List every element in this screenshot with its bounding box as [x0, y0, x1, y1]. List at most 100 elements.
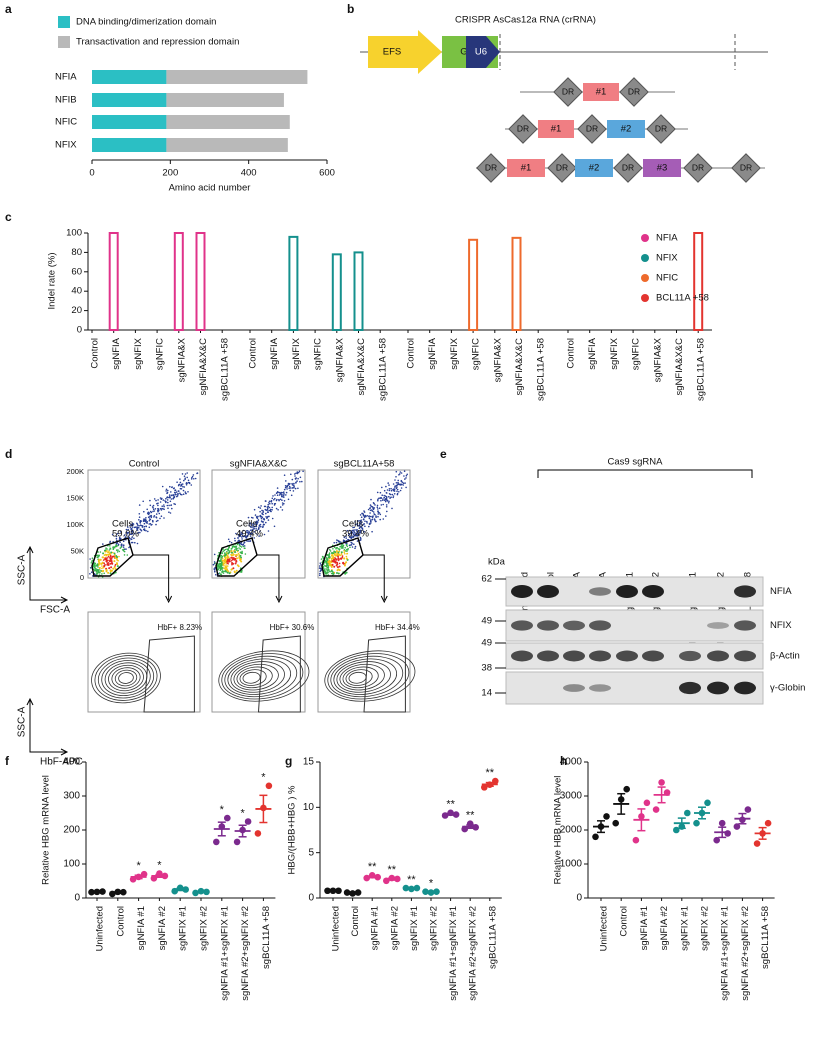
contour [91, 652, 161, 704]
event-dot [153, 510, 156, 512]
event-dot [279, 498, 282, 501]
event-dot [283, 500, 286, 502]
event-dot [225, 553, 227, 556]
event-dot [399, 489, 402, 492]
event-dot [318, 565, 321, 567]
event-dot [297, 477, 299, 480]
event-dot [104, 558, 107, 561]
event-dot [257, 515, 259, 518]
data-point [363, 874, 371, 882]
event-dot [360, 516, 363, 518]
event-dot [331, 560, 334, 563]
event-dot [377, 513, 380, 515]
event-dot [362, 514, 365, 516]
event-dot [340, 551, 343, 554]
contour [242, 671, 261, 684]
event-dot [249, 535, 252, 537]
event-dot [266, 517, 268, 519]
event-dot [235, 532, 237, 535]
x-tick-label: 200 [162, 168, 178, 179]
band [616, 585, 638, 598]
event-dot [110, 560, 113, 562]
event-dot [232, 545, 235, 547]
event-dot [335, 558, 338, 561]
event-dot [169, 496, 171, 499]
y-tick-label: 0 [74, 893, 80, 904]
legend-marker [641, 294, 649, 302]
event-dot [269, 508, 272, 511]
event-dot [170, 491, 172, 493]
event-dot [152, 520, 154, 522]
event-dot [235, 549, 238, 551]
band [589, 684, 611, 692]
event-dot [345, 561, 348, 564]
event-dot [380, 504, 383, 506]
event-dot [241, 533, 244, 535]
event-dot [264, 508, 267, 511]
data-point [698, 809, 706, 817]
event-dot [122, 548, 125, 551]
event-dot [281, 509, 284, 511]
event-dot [286, 485, 289, 487]
event-dot [232, 550, 235, 552]
event-dot [96, 572, 99, 575]
event-dot [299, 480, 301, 483]
contour [101, 660, 151, 696]
event-dot [338, 562, 341, 565]
event-dot [247, 516, 250, 519]
data-point [109, 890, 116, 898]
y-tick-label: 2000 [560, 825, 583, 836]
event-dot [103, 572, 105, 575]
event-dot [351, 546, 354, 548]
band [642, 650, 664, 662]
bar [331, 253, 342, 331]
event-dot [96, 568, 99, 571]
y-axis-label: HBG/(HBB+HBG ) % [287, 785, 298, 874]
event-dot [400, 479, 403, 482]
event-dot [257, 528, 260, 530]
event-dot [101, 567, 103, 570]
event-dot [363, 530, 366, 533]
event-dot [109, 555, 112, 558]
data-point [140, 870, 148, 878]
spacer-box [538, 120, 574, 138]
event-dot [388, 488, 391, 490]
event-dot [265, 521, 267, 524]
event-dot [238, 530, 241, 533]
event-dot [339, 545, 341, 548]
event-dot [224, 565, 227, 568]
event-dot [395, 476, 397, 478]
event-dot [382, 499, 384, 502]
contour [345, 669, 373, 686]
event-dot [130, 538, 133, 540]
event-dot [223, 565, 225, 567]
event-dot [170, 498, 173, 500]
event-dot [281, 499, 283, 502]
event-dot [235, 547, 237, 550]
event-dot [94, 569, 96, 572]
event-dot [174, 489, 176, 492]
data-point [663, 789, 671, 796]
event-dot [113, 552, 116, 555]
event-dot [325, 562, 328, 565]
event-dot [165, 498, 167, 500]
event-dot [116, 549, 118, 551]
event-dot [129, 533, 132, 535]
event-dot [328, 553, 331, 556]
event-dot [182, 493, 185, 496]
event-dot [127, 535, 130, 537]
event-dot [383, 494, 386, 497]
y-tick-label: 150K [66, 493, 84, 502]
event-dot [256, 521, 259, 523]
event-dot [147, 530, 149, 533]
event-dot [377, 511, 380, 514]
event-dot [283, 496, 285, 498]
band [511, 650, 533, 662]
data-point [486, 781, 494, 788]
data-point [597, 823, 605, 830]
event-dot [319, 572, 321, 575]
data-point [213, 838, 220, 846]
event-dot [319, 574, 321, 577]
event-dot [358, 524, 361, 526]
event-dot [396, 490, 398, 493]
